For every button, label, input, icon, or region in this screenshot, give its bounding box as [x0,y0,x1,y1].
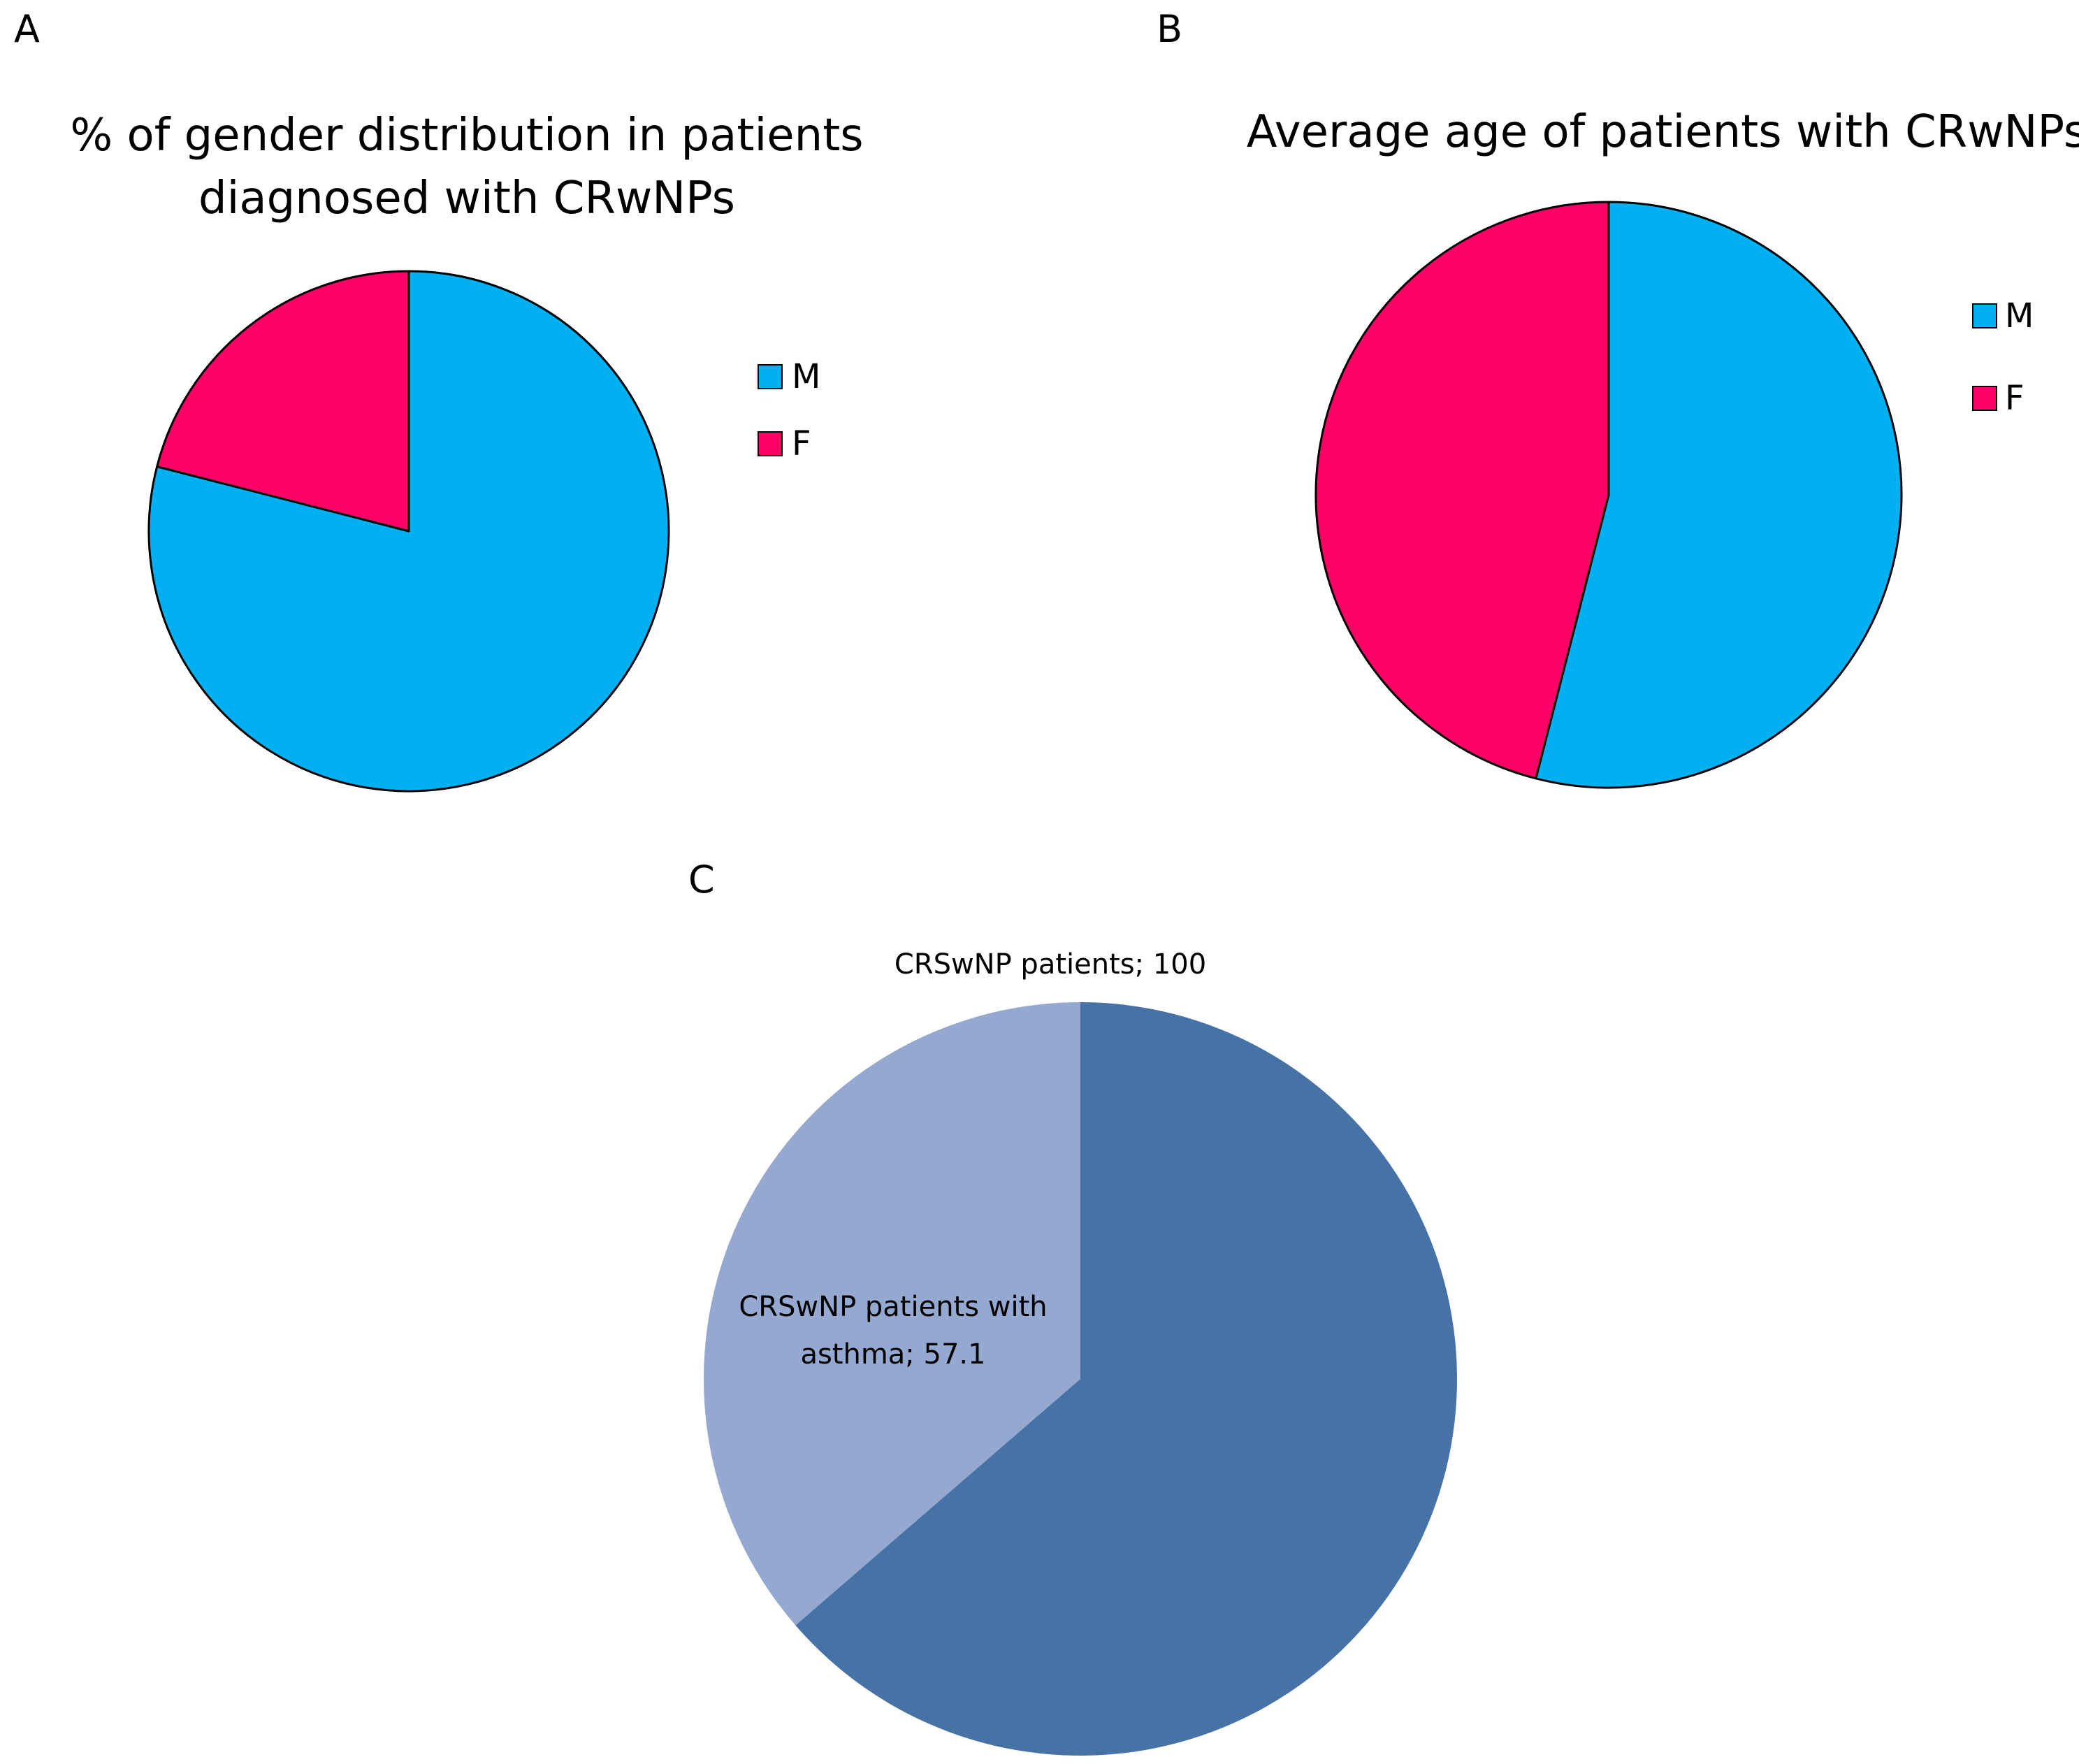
pie-a-slice-f [156,270,410,533]
legend-a: M F [758,357,820,463]
legend-a-label-f: F [792,424,811,463]
panel-c: C CRSwNP patients; 100 CRSwNP patients w… [688,858,1457,1756]
chart-b-title: Average age of patients with CRwNPs [1247,106,2079,158]
panel-letter-c: C [688,858,715,902]
legend-a-swatch-m [758,364,783,389]
data-label-asthma-line-1: CRSwNP patients with [739,1291,1047,1323]
pie-c-slice-crswnp-patients-with-asthma [703,1002,1080,1626]
chart-a-title-line-1: % of gender distribution in patients [70,110,863,161]
pie-c [703,1002,1457,1756]
pie-a-slice-m [147,270,670,793]
legend-b-swatch-m [1972,303,1997,328]
legend-a-swatch-f [758,431,783,456]
legend-b-label-m: M [2005,296,2034,335]
pie-b-slice-m [1535,201,1903,789]
panel-a: A % of gender distribution in patients d… [14,7,864,793]
data-label-asthma-line-2: asthma; 57.1 [800,1338,985,1371]
pie-b [1314,201,1903,789]
data-label-crswnp-patients: CRSwNP patients; 100 [894,948,1206,981]
legend-b-label-f: F [2005,379,2024,418]
panel-letter-b: B [1157,7,1182,51]
legend-b: M F [1972,296,2034,418]
pie-b-slice-f [1314,201,1610,780]
chart-a-title-line-2: diagnosed with CRwNPs [198,173,735,224]
legend-a-label-m: M [792,357,820,396]
legend-b-swatch-f [1972,386,1997,411]
pie-a [147,270,670,793]
pie-c-slice-crswnp-patients [795,1002,1457,1756]
panel-letter-a: A [14,7,40,51]
panel-b: B Average age of patients with CRwNPs M … [1157,7,2079,789]
